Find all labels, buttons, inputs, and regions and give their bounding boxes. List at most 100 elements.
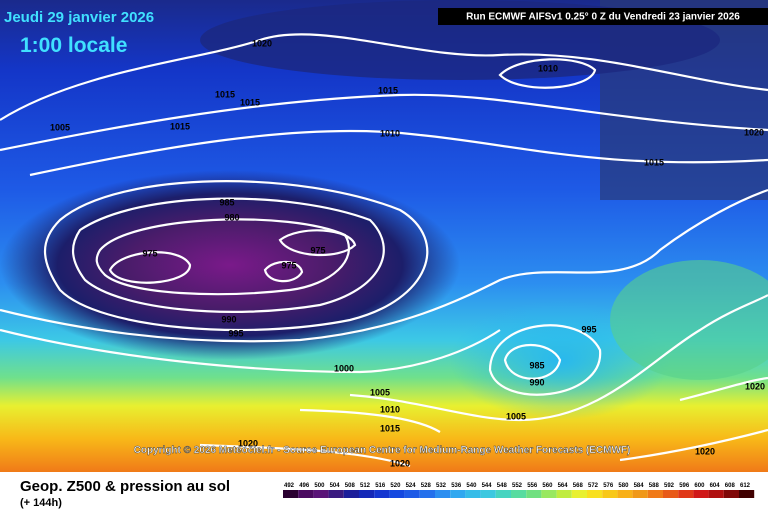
colorbar-label: 580 (618, 483, 629, 489)
colorbar-label: 552 (512, 483, 523, 489)
map (0, 0, 768, 472)
colorbar-label: 568 (573, 483, 584, 489)
isobar-label: 1010 (538, 63, 558, 73)
colorbar-label: 516 (375, 483, 386, 489)
colorbar-swatch (480, 490, 496, 498)
colorbar-label: 584 (634, 483, 645, 489)
colorbar-label: 508 (345, 483, 356, 489)
colorbar-swatch (450, 490, 466, 498)
isobar-label: 1015 (215, 89, 235, 99)
colorbar-label: 504 (330, 483, 341, 489)
colorbar-swatch (632, 490, 648, 498)
colorbar-swatch (343, 490, 359, 498)
isobar-label: 1015 (170, 121, 190, 131)
colorbar-label: 612 (740, 483, 751, 489)
forecast-time: 1:00 locale (20, 34, 127, 57)
colorbar-swatch (693, 490, 709, 498)
colorbar-label: 608 (725, 483, 736, 489)
isobar-label: 995 (228, 328, 243, 338)
colorbar-swatch (541, 490, 557, 498)
colorbar-label: 600 (694, 483, 705, 489)
colorbar-swatch (526, 490, 542, 498)
isobar-label: 1010 (380, 128, 400, 138)
forecast-date: Jeudi 29 janvier 2026 (4, 9, 154, 26)
isobar-label: 975 (310, 245, 325, 255)
product-title: Geop. Z500 & pression au sol (20, 478, 230, 495)
colorbar-swatch (313, 490, 329, 498)
colorbar-label: 540 (466, 483, 477, 489)
run-info: Run ECMWF AIFSv1 0.25° 0 Z du Vendredi 2… (466, 12, 740, 23)
isobar-label: 1020 (695, 446, 715, 456)
colorbar-label: 556 (527, 483, 538, 489)
colorbar-swatch (419, 490, 435, 498)
colorbar: 492 496 500 504 508 512 516 520 524 528 532 536 540 5… (283, 483, 755, 498)
colorbar-swatch (708, 490, 724, 498)
colorbar-swatch (739, 490, 755, 498)
isobar-label: 1020 (390, 458, 410, 468)
isobar-label: 1000 (334, 363, 354, 373)
isobar-label: 1010 (380, 404, 400, 414)
copyright: Copyright © 2026 Meteociel.fr - Source E… (134, 445, 631, 456)
isobar-label: 985 (529, 360, 544, 370)
colorbar-swatch (465, 490, 481, 498)
colorbar-swatch (571, 490, 587, 498)
colorbar-label: 572 (588, 483, 599, 489)
colorbar-swatch (511, 490, 527, 498)
isobar-label: 1020 (252, 38, 272, 48)
isobar-label: 980 (224, 212, 239, 222)
colorbar-label: 588 (649, 483, 660, 489)
colorbar-label: 576 (603, 483, 614, 489)
isobar-label: 1015 (644, 157, 664, 167)
colorbar-label: 592 (664, 483, 675, 489)
isobar-label: 1020 (745, 381, 765, 391)
colorbar-swatch (663, 490, 679, 498)
colorbar-label: 500 (314, 483, 325, 489)
colorbar-swatch (283, 490, 299, 498)
colorbar-swatch (678, 490, 694, 498)
colorbar-label: 528 (421, 483, 432, 489)
colorbar-label: 560 (542, 483, 553, 489)
colorbar-swatch (617, 490, 633, 498)
colorbar-label: 496 (299, 483, 310, 489)
lead-time: (+ 144h) (20, 497, 62, 509)
colorbar-swatch (389, 490, 405, 498)
colorbar-swatch (298, 490, 314, 498)
colorbar-label: 564 (558, 483, 569, 489)
colorbar-label: 532 (436, 483, 447, 489)
colorbar-label: 544 (482, 483, 493, 489)
isobar-label: 975 (281, 260, 296, 270)
colorbar-swatch (404, 490, 420, 498)
colorbar-label: 536 (451, 483, 462, 489)
isobar-label: 985 (219, 197, 234, 207)
isobar-label: 1015 (378, 85, 398, 95)
isobar-label: 1005 (506, 411, 526, 421)
isobar-labels: 1020 1015 1015 1005 1015 1015 1010 1010 1020 1015… (50, 38, 765, 468)
colorbar-swatch (328, 490, 344, 498)
colorbar-label: 512 (360, 483, 371, 489)
isobar-label: 990 (221, 314, 236, 324)
isobar-label: 1015 (380, 423, 400, 433)
colorbar-swatch (647, 490, 663, 498)
isobar-label: 1020 (744, 127, 764, 137)
colorbar-label: 596 (679, 483, 690, 489)
colorbar-swatch (495, 490, 511, 498)
colorbar-swatch (374, 490, 390, 498)
isobar-label: 990 (529, 377, 544, 387)
colorbar-swatch (556, 490, 572, 498)
isobar-label: 995 (581, 324, 596, 334)
colorbar-swatch (435, 490, 451, 498)
colorbar-swatch (587, 490, 603, 498)
colorbar-swatch (602, 490, 618, 498)
isobar-label: 1015 (240, 97, 260, 107)
isobar-label: 975 (142, 248, 157, 258)
colorbar-swatch (723, 490, 739, 498)
colorbar-label: 524 (406, 483, 417, 489)
isobar-label: 1005 (50, 122, 70, 132)
colorbar-label: 604 (710, 483, 721, 489)
isobar-label: 1005 (370, 387, 390, 397)
colorbar-swatch (359, 490, 375, 498)
colorbar-label: 492 (284, 483, 295, 489)
colorbar-label: 548 (497, 483, 508, 489)
colorbar-label: 520 (390, 483, 401, 489)
